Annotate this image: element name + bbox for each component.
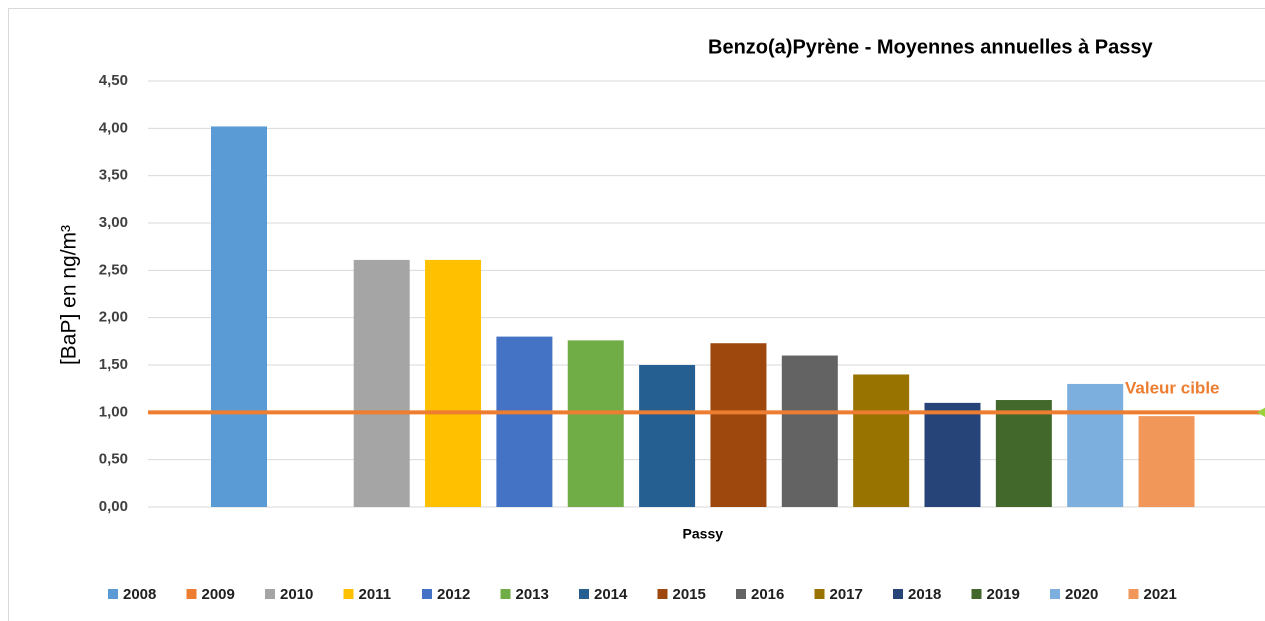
y-tick-label: 0,50	[99, 451, 128, 468]
bar	[924, 402, 981, 507]
bar	[425, 259, 482, 507]
x-tick-label: Passy	[683, 526, 724, 542]
y-tick-label: 2,50	[99, 261, 128, 278]
legend-label: 2017	[830, 586, 863, 603]
legend-label: 2011	[359, 586, 392, 603]
bar	[639, 365, 696, 507]
legend-swatch	[736, 589, 746, 599]
legend-label: 2015	[673, 586, 706, 603]
y-tick-label: 0,00	[99, 498, 128, 515]
reference-label: Valeur cible	[1125, 378, 1220, 397]
bar	[1067, 383, 1124, 507]
legend-label: 2013	[516, 586, 549, 603]
legend-swatch	[108, 589, 118, 599]
legend-swatch	[1128, 589, 1139, 599]
chart-frame	[8, 8, 1265, 621]
bar	[995, 400, 1052, 507]
bar	[211, 126, 267, 507]
legend-swatch	[579, 589, 589, 599]
y-tick-label: 3,00	[99, 214, 128, 231]
bar	[353, 259, 410, 507]
y-tick-label: 2,00	[99, 309, 128, 326]
bar	[496, 336, 553, 507]
y-axis-title: [BaP] en ng/m³	[58, 225, 81, 365]
y-tick-label: 4,50	[99, 72, 128, 89]
legend-swatch	[343, 589, 354, 599]
legend-label: 2019	[987, 586, 1020, 603]
y-tick-label: 1,50	[99, 356, 128, 373]
y-tick-label: 1,00	[99, 403, 128, 420]
y-tick-label: 4,00	[99, 119, 128, 136]
legend-label: 2016	[751, 586, 784, 603]
legend-swatch	[657, 589, 668, 599]
bar	[710, 343, 767, 507]
legend-swatch	[186, 589, 197, 599]
legend-label: 2012	[437, 586, 470, 603]
legend-swatch	[500, 589, 511, 599]
legend-swatch	[971, 589, 982, 599]
bar	[1138, 416, 1195, 507]
legend-swatch	[422, 589, 432, 599]
legend-label: 2018	[908, 586, 941, 603]
legend-label: 2010	[280, 586, 313, 603]
legend-label: 2020	[1065, 586, 1098, 603]
legend-label: 2021	[1144, 586, 1177, 603]
legend-swatch	[1050, 589, 1060, 599]
chart-title: Benzo(a)Pyrène - Moyennes annuelles à Pa…	[708, 36, 1153, 58]
legend-swatch	[814, 589, 825, 599]
bar	[781, 355, 838, 507]
legend-label: 2014	[594, 586, 628, 603]
legend-swatch	[265, 589, 275, 599]
bar	[853, 374, 910, 507]
y-tick-label: 3,50	[99, 167, 128, 184]
reference-marker	[1257, 407, 1265, 417]
legend-label: 2008	[123, 586, 156, 603]
legend-label: 2009	[202, 586, 235, 603]
legend-swatch	[893, 589, 903, 599]
bar	[567, 340, 624, 507]
